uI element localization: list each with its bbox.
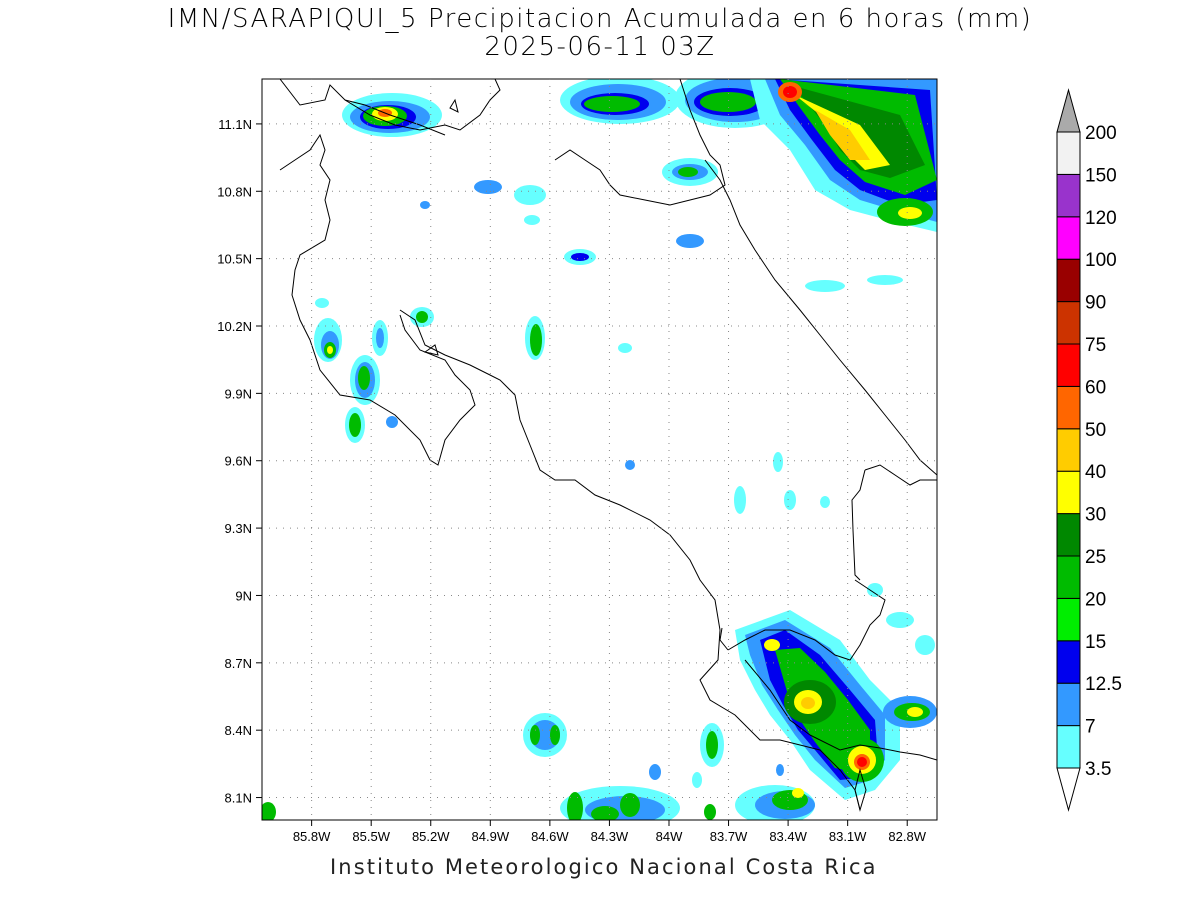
graticule xyxy=(256,79,937,826)
colorbar-label: 75 xyxy=(1085,335,1106,356)
longitude-labels: 85.8W 85.5W 85.2W 84.9W 84.6W 84.3W 84W 83.7W 83… xyxy=(293,829,927,844)
colorbar-swatch xyxy=(1056,428,1081,472)
latitude-tick-label: 10.5N xyxy=(217,252,252,267)
longitude-tick-label: 84.9W xyxy=(472,829,510,844)
latitude-tick-label: 9.6N xyxy=(225,454,252,469)
colorbar-swatch xyxy=(1056,513,1081,557)
map-title: IMN/SARAPIQUI_5 Precipitacion Acumulada … xyxy=(167,4,1033,34)
longitude-tick-label: 85.2W xyxy=(412,829,450,844)
latitude-tick-label: 9N xyxy=(235,588,252,603)
colorbar-swatch xyxy=(1056,555,1081,599)
map-frame xyxy=(261,78,938,821)
colorbar-label: 90 xyxy=(1085,293,1106,314)
colorbar: 3.5 7 12.5 15 20 25 30 40 50 60 75 90 100 120 150 200 xyxy=(1056,88,1122,812)
precip-area-caribbean-north xyxy=(560,79,937,232)
colorbar-label: 3.5 xyxy=(1085,759,1111,780)
colorbar-label: 12.5 xyxy=(1085,674,1122,695)
colorbar-label: 40 xyxy=(1085,462,1106,483)
colorbar-swatch xyxy=(1056,258,1081,303)
longitude-tick-label: 83.4W xyxy=(769,829,807,844)
colorbar-swatch xyxy=(1056,640,1081,684)
colorbar-swatch xyxy=(1056,470,1081,515)
colorbar-label: 20 xyxy=(1085,589,1106,610)
colorbar-bottom-arrow xyxy=(1056,767,1081,812)
colorbar-top-arrow xyxy=(1056,88,1081,133)
colorbar-swatch xyxy=(1056,173,1081,218)
precip-area-northwest xyxy=(342,93,442,137)
colorbar-swatch xyxy=(1056,131,1081,175)
colorbar-label: 100 xyxy=(1085,250,1117,271)
precip-area-scattered xyxy=(410,180,914,628)
latitude-labels: 11.1N 10.8N 10.5N 10.2N 9.9N 9.6N 9.3N 9N 8.7N 8.… xyxy=(217,117,252,806)
colorbar-label: 25 xyxy=(1085,547,1106,568)
latitude-tick-label: 8.1N xyxy=(225,791,252,806)
latitude-tick-label: 8.4N xyxy=(225,723,252,738)
map-valid-time: 2025-06-11 03Z xyxy=(484,32,716,62)
precip-area-south-pacific xyxy=(735,610,937,800)
longitude-tick-label: 84.3W xyxy=(591,829,629,844)
colorbar-label: 50 xyxy=(1085,420,1106,441)
longitude-tick-label: 82.8W xyxy=(888,829,926,844)
colorbar-label: 200 xyxy=(1085,123,1117,144)
latitude-tick-label: 10.2N xyxy=(217,319,252,334)
latitude-tick-label: 10.8N xyxy=(217,184,252,199)
colorbar-label: 15 xyxy=(1085,632,1106,653)
precipitation-field xyxy=(262,79,937,820)
colorbar-swatch xyxy=(1056,301,1081,345)
longitude-tick-label: 85.5W xyxy=(352,829,390,844)
colorbar-label: 60 xyxy=(1085,377,1106,398)
latitude-tick-label: 8.7N xyxy=(225,656,252,671)
longitude-tick-label: 84.6W xyxy=(531,829,569,844)
coastline-outline xyxy=(279,79,937,812)
footer-credit: Instituto Meteorologico Nacional Costa R… xyxy=(330,855,878,879)
colorbar-label: 120 xyxy=(1085,208,1117,229)
colorbar-label: 150 xyxy=(1085,165,1117,186)
colorbar-swatch xyxy=(1056,385,1081,430)
latitude-tick-label: 9.9N xyxy=(225,386,252,401)
longitude-tick-label: 83.1W xyxy=(829,829,867,844)
latitude-tick-label: 11.1N xyxy=(218,117,252,132)
colorbar-swatch xyxy=(1056,682,1081,727)
longitude-tick-label: 84W xyxy=(656,829,683,844)
longitude-tick-label: 83.7W xyxy=(710,829,748,844)
precip-area-nicoya xyxy=(314,298,398,443)
colorbar-label: 30 xyxy=(1085,505,1106,526)
precip-area-south xyxy=(262,713,815,820)
latitude-tick-label: 9.3N xyxy=(225,521,252,536)
colorbar-swatch xyxy=(1056,343,1081,387)
colorbar-swatch xyxy=(1056,597,1081,642)
longitude-tick-label: 85.8W xyxy=(293,829,331,844)
colorbar-label: 7 xyxy=(1085,717,1096,738)
colorbar-swatch xyxy=(1056,216,1081,260)
colorbar-swatch xyxy=(1056,725,1081,769)
